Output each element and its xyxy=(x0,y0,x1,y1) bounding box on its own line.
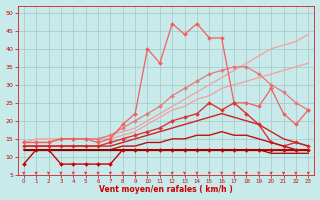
X-axis label: Vent moyen/en rafales ( km/h ): Vent moyen/en rafales ( km/h ) xyxy=(99,185,233,194)
